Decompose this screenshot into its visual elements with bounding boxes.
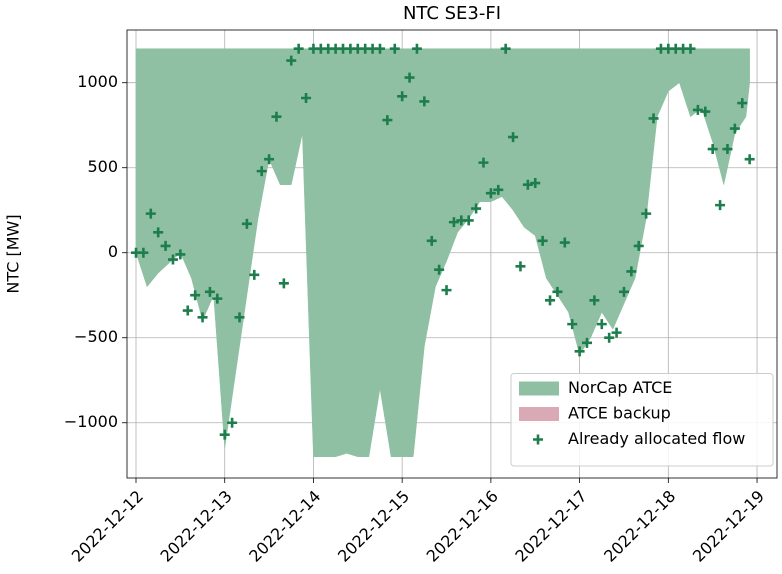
scatter-point [234,312,245,323]
scatter-point [463,215,474,226]
scatter-point [219,429,230,440]
scatter-point [426,235,437,246]
scatter-point [153,227,164,238]
y-tick-label: −1000 [64,412,118,431]
scatter-point [160,240,171,251]
x-tick-label: 2022-12-15 [334,487,413,566]
scatter-point [212,293,223,304]
x-tick-label: 2022-12-16 [423,487,502,566]
scatter-point [167,254,178,265]
scatter-point [145,208,156,219]
scatter-point [190,290,201,301]
x-tick-label: 2022-12-17 [511,487,590,566]
scatter-point [715,200,726,211]
scatter-point [581,337,592,348]
scatter-point [737,98,748,109]
scatter-point [574,346,585,357]
scatter-point [471,203,482,214]
legend-label: ATCE backup [568,404,671,423]
scatter-point [508,132,519,143]
scatter-point [301,93,312,104]
legend-label: NorCap ATCE [568,378,672,397]
y-tick-label: −500 [74,327,118,346]
scatter-point [648,113,659,124]
scatter-point [441,285,452,296]
scatter-point [722,144,733,155]
scatter-point [397,91,408,102]
scatter-point [389,43,400,54]
legend: NorCap ATCE ATCE backup Already allocated … [510,373,774,467]
x-tick-label: 2022-12-18 [600,487,679,566]
scatter-point [286,55,297,66]
scatter-point [493,184,504,195]
x-tick-label: 2022-12-13 [157,487,236,566]
data-layer [130,43,755,457]
scatter-point [685,43,696,54]
scatter-point [589,295,600,306]
scatter-point [641,208,652,219]
scatter-point [256,166,267,177]
scatter-point [249,269,260,280]
scatter-point [485,188,496,199]
scatter-point [382,115,393,126]
scatter-point [559,237,570,248]
y-tick-label: 1000 [77,72,118,91]
scatter-point [264,154,275,165]
scatter-point [522,179,533,190]
scatter-point [419,96,430,107]
legend-box [510,373,774,467]
y-axis-label: NTC [MW] [4,214,23,293]
scatter-point [197,312,208,323]
scatter-point [271,111,282,122]
scatter-point [545,295,556,306]
scatter-point [692,104,703,115]
scatter-point [618,286,629,297]
scatter-point [448,217,459,228]
scatter-point [633,240,644,251]
x-tick-label: 2022-12-19 [689,487,768,566]
scatter-point [596,319,607,330]
scatter-point [478,157,489,168]
y-tick-label: 0 [108,242,118,261]
scatter-point [700,106,711,117]
scatter-point [434,264,445,275]
scatter-point [411,43,422,54]
x-tick-label: 2022-12-12 [68,487,147,566]
legend-marker [533,434,543,445]
scatter-point [626,266,637,277]
scatter-point [552,286,563,297]
scatter-point [500,43,511,54]
scatter-point [278,278,289,289]
scatter-point [729,123,740,134]
axes-frame [126,29,778,479]
scatter-point [567,319,578,330]
scatter-point [182,305,193,316]
scatter-point [227,417,238,428]
scatter-point [204,286,215,297]
scatter-point [530,178,541,189]
scatter-point [175,249,186,260]
scatter-point [293,43,304,54]
scatter-point [374,43,385,54]
scatter-point [404,72,415,83]
scatter-point [744,154,755,165]
scatter-point [515,261,526,272]
scatter-point [241,218,252,229]
x-tick-label: 2022-12-14 [245,487,324,566]
legend-label: Already allocated flow [568,429,745,448]
legend-swatch [519,381,559,396]
scatter-point [138,247,149,258]
scatter-point [707,144,718,155]
scatter-point [604,332,615,343]
scatter-point [611,327,622,338]
legend-swatch [519,407,559,421]
scatter-point [537,235,548,246]
chart-title: NTC SE3-FI [403,3,501,24]
y-tick-label: 500 [87,157,118,176]
